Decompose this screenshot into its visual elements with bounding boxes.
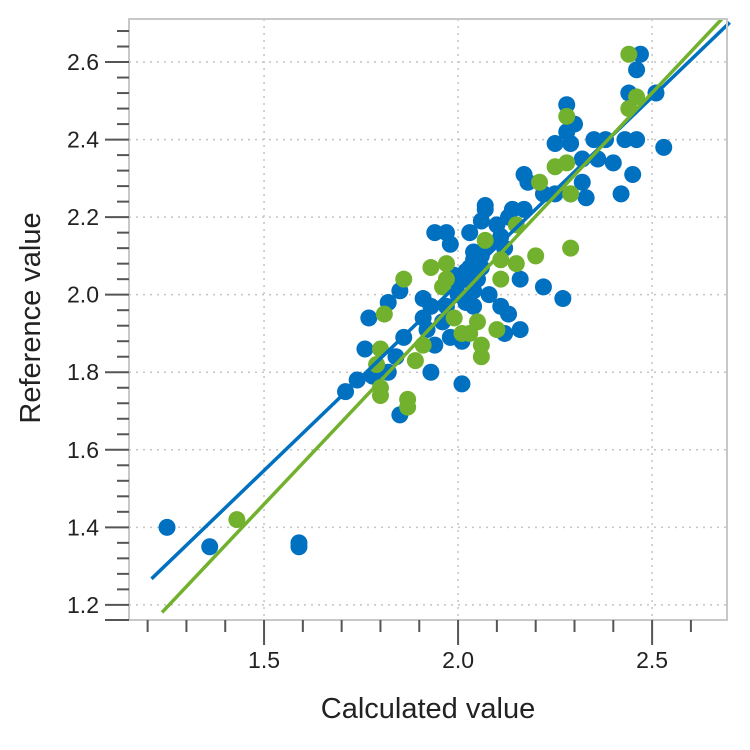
data-point (616, 131, 634, 149)
data-point (500, 305, 518, 323)
series-1 (158, 45, 673, 556)
data-point (375, 305, 393, 323)
data-point (414, 336, 432, 354)
data-point (461, 324, 479, 342)
data-point (472, 212, 490, 230)
y-tick-label: 1.8 (67, 359, 99, 385)
data-point (201, 538, 219, 556)
y-tick-label: 1.2 (67, 592, 99, 618)
data-point (558, 107, 576, 125)
data-point (360, 309, 378, 327)
data-point (461, 224, 479, 242)
data-point (507, 255, 525, 273)
x-axis-title: Calculated value (321, 693, 535, 725)
data-point (290, 538, 308, 556)
data-point (356, 340, 374, 358)
plot-frame (128, 18, 728, 621)
data-point (426, 224, 444, 242)
data-point (422, 363, 440, 381)
data-point (476, 231, 494, 249)
data-point (422, 259, 440, 277)
data-point (655, 138, 673, 156)
data-point (527, 247, 545, 265)
data-point (406, 352, 424, 370)
data-point (434, 278, 452, 296)
data-point (515, 200, 533, 218)
data-point (511, 321, 529, 339)
data-point (228, 511, 246, 529)
x-tick-label: 1.5 (248, 647, 280, 673)
data-point (488, 321, 506, 339)
x-tick-label: 2.0 (442, 647, 474, 673)
data-point (562, 134, 580, 152)
data-point (585, 131, 603, 149)
data-point (492, 270, 510, 288)
data-point (562, 185, 580, 203)
data-point (558, 96, 576, 114)
data-point (554, 290, 572, 308)
series-2 (228, 45, 646, 529)
data-point (507, 216, 525, 234)
data-point (612, 185, 630, 203)
regression-line-2 (160, 17, 724, 614)
y-axis-title: Reference value (15, 212, 47, 423)
data-point (426, 336, 444, 354)
data-point (472, 348, 490, 366)
y-tick-label: 2.0 (67, 282, 99, 308)
data-point (534, 278, 552, 296)
x-tick-label: 2.5 (636, 647, 668, 673)
regression-line-1 (150, 21, 731, 581)
data-point (158, 518, 176, 536)
data-point (604, 154, 622, 172)
data-point (628, 131, 646, 149)
data-point (472, 336, 490, 354)
data-point (480, 286, 498, 304)
data-point (531, 173, 549, 191)
data-series (150, 17, 731, 614)
y-tick-label: 1.4 (67, 514, 99, 540)
y-tick-label: 2.6 (67, 49, 99, 75)
data-point (395, 270, 413, 288)
data-point (631, 45, 649, 63)
data-point (620, 45, 638, 63)
data-point (577, 189, 595, 207)
y-tick-label: 1.6 (67, 437, 99, 463)
data-point (624, 165, 642, 183)
data-point (445, 309, 463, 327)
data-point (546, 134, 564, 152)
data-point (453, 375, 471, 393)
y-tick-label: 2.2 (67, 204, 99, 230)
data-point (519, 173, 537, 191)
y-tick-label: 2.4 (67, 127, 99, 153)
data-point (562, 239, 580, 257)
data-point (465, 251, 483, 269)
data-point (399, 398, 417, 416)
data-point (558, 154, 576, 172)
data-point (437, 255, 455, 273)
data-point (465, 297, 483, 315)
data-point (449, 286, 467, 304)
data-point (511, 270, 529, 288)
data-point (628, 61, 646, 79)
data-point (573, 173, 591, 191)
data-point (441, 235, 459, 253)
axis-ticks: 1.5 2.0 2.5 1.2 1.4 1.6 1.8 2.0 2.2 2.4 2.6 (67, 30, 692, 673)
data-point (371, 386, 389, 404)
